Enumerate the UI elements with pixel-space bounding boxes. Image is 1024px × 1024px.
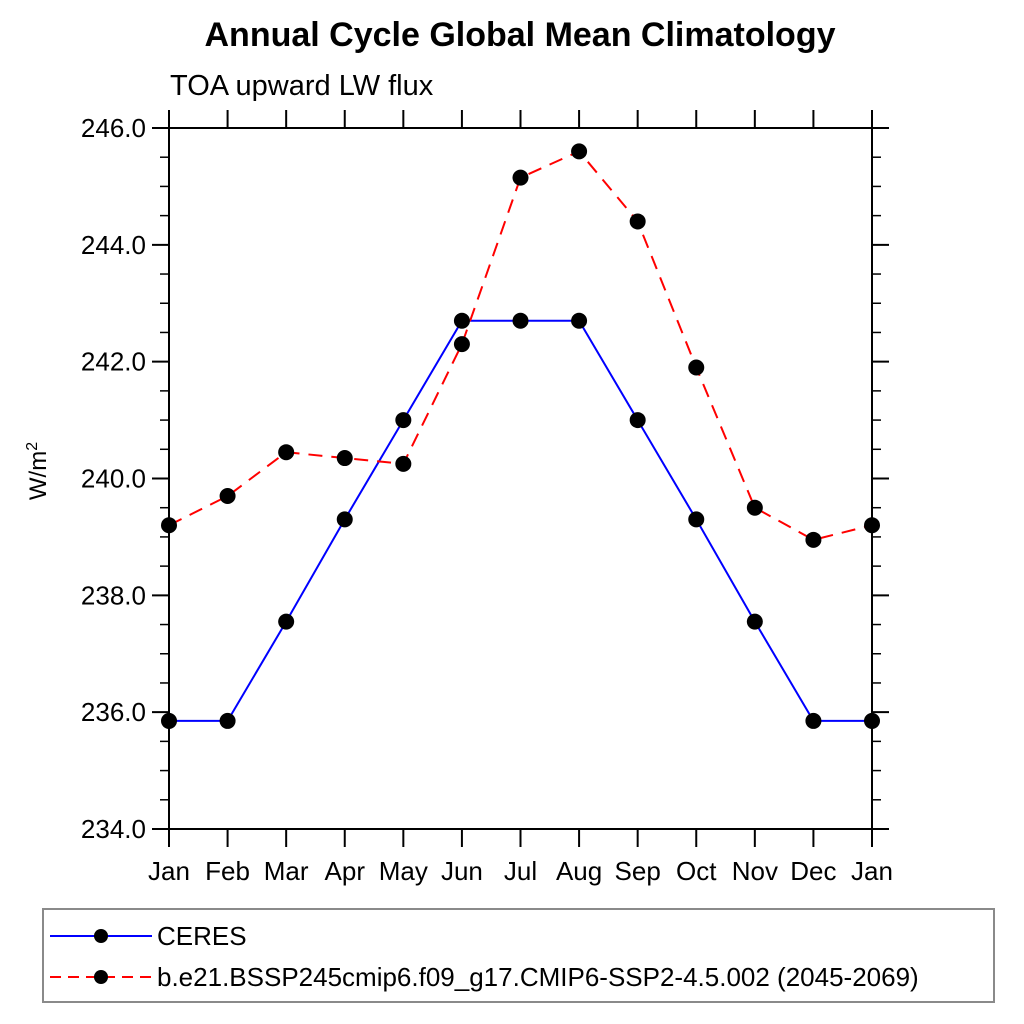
data-point [805, 712, 822, 729]
plot-frame [168, 127, 873, 830]
data-point [571, 143, 588, 160]
x-tick-label: Jul [504, 856, 537, 886]
ceres-line-sample-icon [50, 929, 152, 943]
legend-label-model: b.e21.BSSP245cmip6.f09_g17.CMIP6-SSP2-4.… [157, 961, 919, 992]
data-point [864, 712, 880, 729]
x-tick-label: Mar [264, 856, 309, 886]
data-point [864, 517, 880, 534]
y-tick-label: 244.0 [81, 230, 146, 260]
data-point [395, 412, 412, 429]
data-point [336, 511, 353, 528]
data-point [512, 169, 529, 186]
data-point [629, 213, 646, 230]
y-tick-label: 240.0 [81, 464, 146, 494]
x-tick-label: Jun [441, 856, 483, 886]
data-point [688, 359, 705, 376]
data-point [512, 312, 529, 329]
y-tick-label: 234.0 [81, 814, 146, 844]
series-line-0 [169, 319, 872, 722]
data-point [805, 531, 822, 548]
chart-title: Annual Cycle Global Mean Climatology [204, 16, 836, 54]
data-point [219, 488, 236, 505]
data-point [161, 712, 177, 729]
x-tick-label: Jan [148, 856, 190, 886]
y-tick-label: 238.0 [81, 580, 146, 610]
data-point [746, 499, 763, 516]
x-tick-label: Aug [556, 856, 602, 886]
data-point [688, 511, 705, 528]
data-point [161, 517, 177, 534]
x-tick-label: Dec [790, 856, 836, 886]
data-point [571, 312, 588, 329]
y-tick-label: 242.0 [81, 347, 146, 377]
y-tick-label: 246.0 [81, 113, 146, 143]
data-point [453, 312, 470, 329]
legend: CERES b.e21.BSSP245cmip6.f09_g17.CMIP6-S… [42, 908, 995, 1003]
data-point [336, 450, 353, 467]
model-line-sample-icon [50, 970, 152, 984]
x-tick-label: Jan [851, 856, 893, 886]
series-line-1 [168, 150, 873, 541]
data-point [453, 336, 470, 353]
data-point [746, 613, 763, 630]
x-tick-label: Apr [325, 856, 366, 886]
legend-item-model: b.e21.BSSP245cmip6.f09_g17.CMIP6-SSP2-4.… [49, 961, 919, 993]
x-tick-label: Nov [732, 856, 778, 886]
x-tick-label: Oct [676, 856, 717, 886]
x-tick-label: Sep [615, 856, 661, 886]
data-point [629, 412, 646, 429]
legend-item-ceres: CERES [49, 920, 247, 952]
chart-subtitle: TOA upward LW flux [170, 70, 434, 102]
data-point [219, 712, 236, 729]
data-point [278, 613, 295, 630]
data-point [395, 455, 412, 472]
y-tick-label: 236.0 [81, 697, 146, 727]
x-tick-label: Feb [205, 856, 250, 886]
legend-label-ceres: CERES [157, 920, 247, 951]
x-tick-label: May [379, 856, 428, 886]
data-point [278, 444, 295, 461]
